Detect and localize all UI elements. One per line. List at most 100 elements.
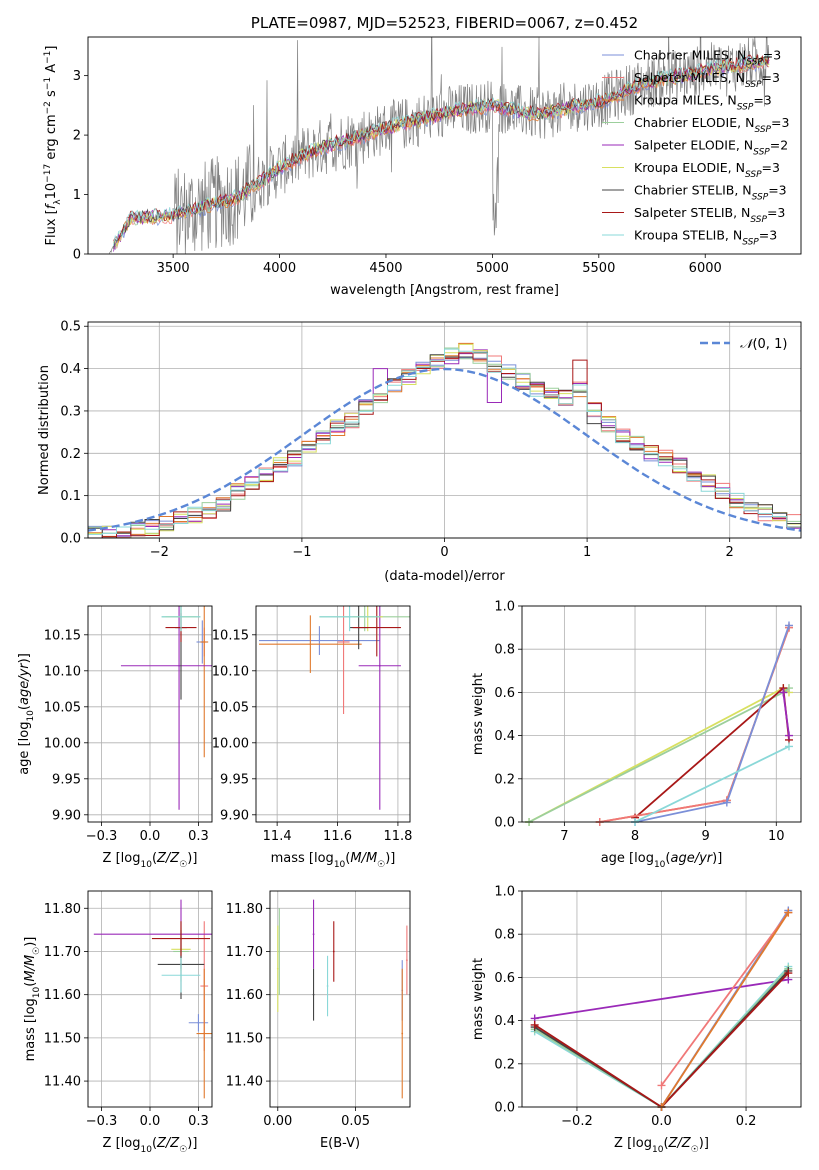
y-axis-label: age [log10(age/yr)] xyxy=(17,653,36,775)
y-tick-label: 11.60 xyxy=(226,988,263,1003)
series-line-salpeter_elodie xyxy=(782,692,790,736)
data-point-chabrier_miles xyxy=(318,639,321,642)
y-axis-label: mass weight xyxy=(471,673,486,755)
axes-frame xyxy=(87,605,213,823)
label-part: SSP xyxy=(753,148,770,158)
x-tick-label: 11.4 xyxy=(263,829,292,844)
label-part: age [log xyxy=(601,851,654,866)
legend-label-chabrier_elodie: Chabrier ELODIE, NSSP=3 xyxy=(634,115,789,135)
y-tick-label: 1.0 xyxy=(494,885,515,900)
data-point-kroupa_miles xyxy=(401,1032,404,1035)
y-tick-label: 1.0 xyxy=(494,600,515,615)
series-line-salpeter_stelib xyxy=(534,972,789,1107)
legend-label-salpeter_stelib: Salpeter STELIB, NSSP=3 xyxy=(634,205,785,225)
data-point-kroupa_elodie xyxy=(276,967,279,970)
y-tick-label: 10.10 xyxy=(212,664,249,679)
data-point-salpeter_elodie xyxy=(312,933,315,936)
y-tick-label: 11.50 xyxy=(44,1031,81,1046)
y-tick-label: 0.0 xyxy=(60,532,81,547)
y-tick-label: 9.90 xyxy=(220,808,249,823)
label-part: 10 xyxy=(44,183,59,200)
label-part: )] xyxy=(17,653,32,663)
y-tick-label: 0.1 xyxy=(60,489,81,504)
y-tick-label: 10.15 xyxy=(212,628,249,643)
label-part: −1 xyxy=(43,77,53,90)
legend-label-kroupa_stelib: Kroupa STELIB, NSSP=3 xyxy=(634,228,777,248)
x-tick-label: 0.2 xyxy=(736,1114,757,1129)
legend-label-kroupa_elodie: Kroupa ELODIE, NSSP=3 xyxy=(634,160,780,180)
age_vs_mass-panel: 11.4 11.6 11.8 9.90 9.95 10.00 10.05 10.10 10.15… xyxy=(212,605,412,870)
label-part: Chabrier ELODIE, N xyxy=(634,115,754,130)
legend-label-chabrier_stelib: Chabrier STELIB, NSSP=3 xyxy=(634,183,787,203)
data-point-kroupa_stelib xyxy=(348,615,351,618)
axes-frame xyxy=(87,890,213,1108)
data-point-salpeter_elodie xyxy=(178,664,180,667)
series-marker-chabrier_miles xyxy=(722,798,731,807)
x-tick-label: 3500 xyxy=(157,261,190,276)
series-marker-kroupa_stelib xyxy=(784,742,793,751)
series-marker-kroupa_miles xyxy=(784,908,793,917)
chart-title: PLATE=0987, MJD=52523, FIBERID=0067, z=0… xyxy=(251,14,638,32)
label-part: age [log xyxy=(17,722,32,775)
label-part: =3 xyxy=(763,48,781,63)
axes-frame xyxy=(87,36,802,255)
legend-label-salpeter_elodie: Salpeter ELODIE, NSSP=2 xyxy=(634,138,788,158)
y-tick-label: 0.0 xyxy=(494,1101,515,1116)
series-marker-chabrier_miles xyxy=(784,621,793,630)
x-axis-label: Z [log10(Z/Z☉)] xyxy=(103,851,198,870)
y-tick-label: 0.2 xyxy=(60,447,81,462)
y-tick-label: 9.95 xyxy=(52,772,81,787)
axes-frame xyxy=(521,890,802,1108)
data-point-chabrier_miles xyxy=(197,1021,200,1024)
y-tick-label: 11.40 xyxy=(226,1075,263,1090)
label-part: 10 xyxy=(140,1145,152,1155)
label-part: Flux [ xyxy=(44,209,59,245)
axes-frame xyxy=(521,605,802,823)
x-tick-label: 4500 xyxy=(369,261,402,276)
x-tick-label: 10 xyxy=(768,829,785,844)
y-tick-label: 0.8 xyxy=(494,928,515,943)
y-tick-label: 0.2 xyxy=(494,1057,515,1072)
series-marker-salpeter_stelib xyxy=(784,969,793,978)
x-tick-label: 0.3 xyxy=(188,829,209,844)
x-tick-label: 11.8 xyxy=(383,829,412,844)
label-part: −1 xyxy=(43,51,53,64)
y-tick-label: 0.4 xyxy=(494,1014,515,1029)
label-part: )] xyxy=(23,937,38,947)
y-tick-label: 11.80 xyxy=(226,902,263,917)
x-tick-label: 0.00 xyxy=(263,1114,292,1129)
label-part: =3 xyxy=(759,228,777,243)
label-part: SSP xyxy=(742,238,759,248)
histogram-chabrier_elodie xyxy=(88,347,801,538)
x-tick-label: 0.0 xyxy=(140,829,161,844)
y-tick-label: 9.95 xyxy=(220,772,249,787)
x-tick-label: −0.3 xyxy=(86,1114,118,1129)
x-tick-label: 11.6 xyxy=(323,829,352,844)
y-tick-label: 0.6 xyxy=(494,686,515,701)
axes-frame xyxy=(269,890,411,1108)
label-part: ( xyxy=(663,1136,668,1151)
weight_vs_Z-panel: −0.2 0.0 0.2 0.0 0.2 0.4 0.6 0.8 1.0 Z [log10(Z/Z… xyxy=(471,885,802,1155)
label-part: =3 xyxy=(762,160,780,175)
x-tick-label: 0.0 xyxy=(140,1114,161,1129)
y-tick-label: 10.05 xyxy=(44,700,81,715)
x-axis-label: mass [log10(M/M☉)] xyxy=(271,851,396,870)
y-tick-label: 3 xyxy=(73,69,81,84)
label-part: ] xyxy=(44,46,59,51)
label-part: Salpeter MILES, N xyxy=(634,70,745,85)
label-part: Salpeter ELODIE, N xyxy=(634,138,753,153)
label-part: )] xyxy=(712,851,722,866)
series-line-kroupa_miles xyxy=(660,912,790,1107)
y-axis-label: Normed distribution xyxy=(37,365,52,495)
data-point-salpeter_stelib xyxy=(332,950,335,953)
label-part: Z [log xyxy=(614,1136,652,1151)
x-axis-label: E(B-V) xyxy=(320,1136,360,1151)
y-tick-label: 10.00 xyxy=(44,736,81,751)
data-point-salpeter_miles xyxy=(342,641,345,643)
label-part: ( xyxy=(345,851,350,866)
series-line-chabrier_miles xyxy=(634,625,790,822)
x-tick-label: −0.2 xyxy=(561,1114,593,1129)
data-point-chabrier_stelib xyxy=(312,993,315,996)
label-part: ☉ xyxy=(179,1145,187,1155)
x-tick-label: 5000 xyxy=(476,261,509,276)
